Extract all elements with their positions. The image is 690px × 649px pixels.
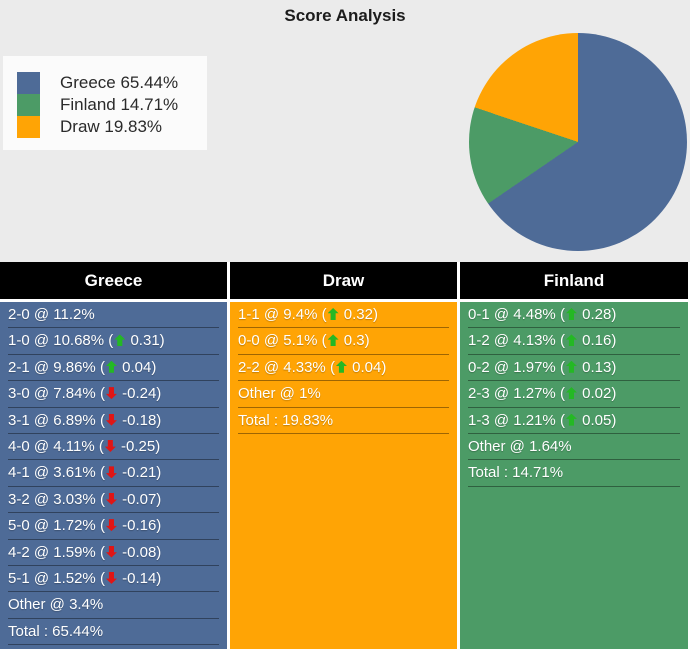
legend-label: Greece 65.44%	[60, 73, 179, 92]
column-body-finland: 0-1 @ 4.48% ( 0.28) 1-2 @ 4.13% ( 0.16) 0-…	[460, 302, 688, 649]
score-row: 4-0 @ 4.11% ( -0.25)	[8, 434, 219, 461]
legend-swatch-icon	[17, 116, 40, 138]
score-row: Total : 19.83%	[238, 408, 449, 434]
up-arrow-icon	[327, 334, 339, 347]
down-arrow-icon	[105, 466, 117, 479]
chart-title: Score Analysis	[284, 6, 406, 25]
score-row: 5-0 @ 1.72% ( -0.16)	[8, 513, 219, 540]
up-arrow-icon	[565, 308, 577, 320]
down-arrow-icon	[105, 571, 117, 584]
down-arrow-icon	[105, 413, 117, 426]
score-row: 1-0 @ 10.68% ( 0.31)	[8, 328, 219, 355]
pie-chart	[469, 33, 687, 251]
up-arrow-icon	[565, 360, 577, 373]
up-arrow-icon	[335, 360, 347, 373]
score-row: 4-2 @ 1.59% ( -0.08)	[8, 540, 219, 566]
score-row: Other @ 1.64%	[468, 434, 680, 461]
score-row: Total : 14.71%	[468, 460, 680, 487]
legend-swatch-icon	[17, 72, 40, 94]
column-greece: Greece 2-0 @ 11.2% 1-0 @ 10.68% ( 0.31) 2-…	[0, 262, 227, 649]
score-tables: Greece 2-0 @ 11.2% 1-0 @ 10.68% ( 0.31) 2-…	[0, 262, 690, 649]
score-row: 4-1 @ 3.61% ( -0.21)	[8, 460, 219, 487]
down-arrow-icon	[104, 439, 116, 452]
score-row: 0-2 @ 1.97% ( 0.13)	[468, 355, 680, 382]
score-row: Other @ 1%	[238, 381, 449, 408]
column-draw: Draw 1-1 @ 9.4% ( 0.32) 0-0 @ 5.1% ( 0.3)…	[230, 262, 457, 649]
score-row: 2-1 @ 9.86% ( 0.04)	[8, 355, 219, 382]
column-body-draw: 1-1 @ 9.4% ( 0.32) 0-0 @ 5.1% ( 0.3) 2-2 @…	[230, 302, 457, 649]
score-row: 1-3 @ 1.21% ( 0.05)	[468, 408, 680, 434]
legend-item: Greece 65.44%	[17, 72, 207, 94]
score-row: 2-2 @ 4.33% ( 0.04)	[238, 355, 449, 382]
up-arrow-icon	[114, 334, 126, 347]
pie-legend: Greece 65.44% Finland 14.71% Draw 19.83%	[3, 56, 207, 150]
down-arrow-icon	[105, 519, 117, 532]
legend-label: Finland 14.71%	[60, 95, 179, 114]
score-row: Other @ 3.4%	[8, 592, 219, 619]
up-arrow-icon	[565, 334, 577, 347]
score-row: 0-0 @ 5.1% ( 0.3)	[238, 328, 449, 355]
down-arrow-icon	[105, 492, 117, 505]
legend-swatch-icon	[17, 94, 40, 116]
up-arrow-icon	[565, 413, 577, 426]
score-row: 1-1 @ 9.4% ( 0.32)	[238, 302, 449, 329]
up-arrow-icon	[327, 308, 339, 320]
up-arrow-icon	[105, 360, 117, 373]
score-row: 2-0 @ 11.2%	[8, 302, 219, 329]
score-row: 0-1 @ 4.48% ( 0.28)	[468, 302, 680, 329]
legend-item: Draw 19.83%	[17, 116, 207, 138]
legend-item: Finland 14.71%	[17, 94, 207, 116]
down-arrow-icon	[105, 545, 117, 558]
score-row: 5-1 @ 1.52% ( -0.14)	[8, 566, 219, 593]
legend-label: Draw 19.83%	[60, 117, 163, 136]
score-row: 2-3 @ 1.27% ( 0.02)	[468, 381, 680, 408]
score-row: Total : 65.44%	[8, 619, 219, 646]
column-header-draw: Draw	[230, 262, 457, 299]
column-body-greece: 2-0 @ 11.2% 1-0 @ 10.68% ( 0.31) 2-1 @ 9.8…	[0, 302, 227, 649]
score-row: 1-2 @ 4.13% ( 0.16)	[468, 328, 680, 355]
score-row: 3-2 @ 3.03% ( -0.07)	[8, 487, 219, 514]
up-arrow-icon	[565, 387, 577, 400]
column-header-greece: Greece	[0, 262, 227, 299]
column-finland: Finland 0-1 @ 4.48% ( 0.28) 1-2 @ 4.13% (…	[460, 262, 688, 649]
down-arrow-icon	[105, 387, 117, 400]
score-row: 3-1 @ 6.89% ( -0.18)	[8, 408, 219, 434]
score-row: 3-0 @ 7.84% ( -0.24)	[8, 381, 219, 408]
column-header-finland: Finland	[460, 262, 688, 299]
